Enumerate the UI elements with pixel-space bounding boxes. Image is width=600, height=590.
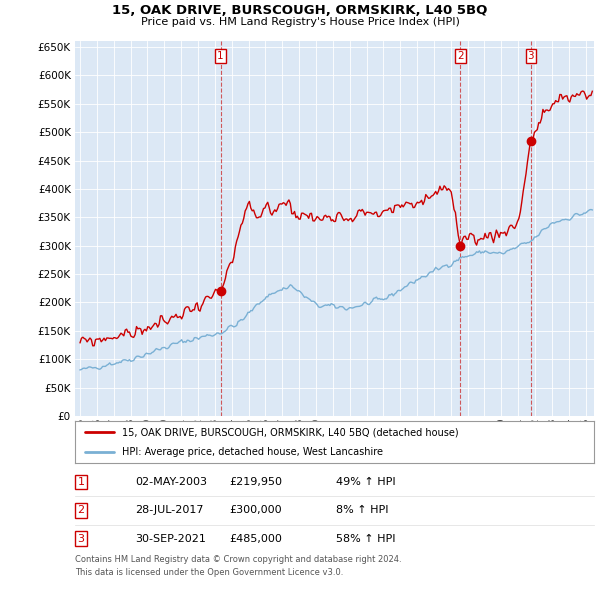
Text: £300,000: £300,000 [229, 506, 282, 515]
Text: £219,950: £219,950 [229, 477, 282, 487]
Text: 1: 1 [77, 477, 85, 487]
Text: 58% ↑ HPI: 58% ↑ HPI [336, 534, 395, 543]
Text: This data is licensed under the Open Government Licence v3.0.: This data is licensed under the Open Gov… [75, 568, 343, 577]
Text: 8% ↑ HPI: 8% ↑ HPI [336, 506, 389, 515]
Text: 15, OAK DRIVE, BURSCOUGH, ORMSKIRK, L40 5BQ: 15, OAK DRIVE, BURSCOUGH, ORMSKIRK, L40 … [112, 4, 488, 17]
Text: Contains HM Land Registry data © Crown copyright and database right 2024.: Contains HM Land Registry data © Crown c… [75, 555, 401, 564]
Text: Price paid vs. HM Land Registry's House Price Index (HPI): Price paid vs. HM Land Registry's House … [140, 17, 460, 27]
Text: 1: 1 [217, 51, 224, 61]
Text: 15, OAK DRIVE, BURSCOUGH, ORMSKIRK, L40 5BQ (detached house): 15, OAK DRIVE, BURSCOUGH, ORMSKIRK, L40 … [122, 427, 458, 437]
Text: 02-MAY-2003: 02-MAY-2003 [135, 477, 207, 487]
Text: 3: 3 [77, 534, 85, 543]
Text: 28-JUL-2017: 28-JUL-2017 [135, 506, 203, 515]
Text: HPI: Average price, detached house, West Lancashire: HPI: Average price, detached house, West… [122, 447, 383, 457]
Text: 49% ↑ HPI: 49% ↑ HPI [336, 477, 395, 487]
Text: 3: 3 [527, 51, 534, 61]
Text: 2: 2 [77, 506, 85, 515]
Text: 2: 2 [457, 51, 464, 61]
Text: 30-SEP-2021: 30-SEP-2021 [135, 534, 206, 543]
Text: £485,000: £485,000 [229, 534, 282, 543]
